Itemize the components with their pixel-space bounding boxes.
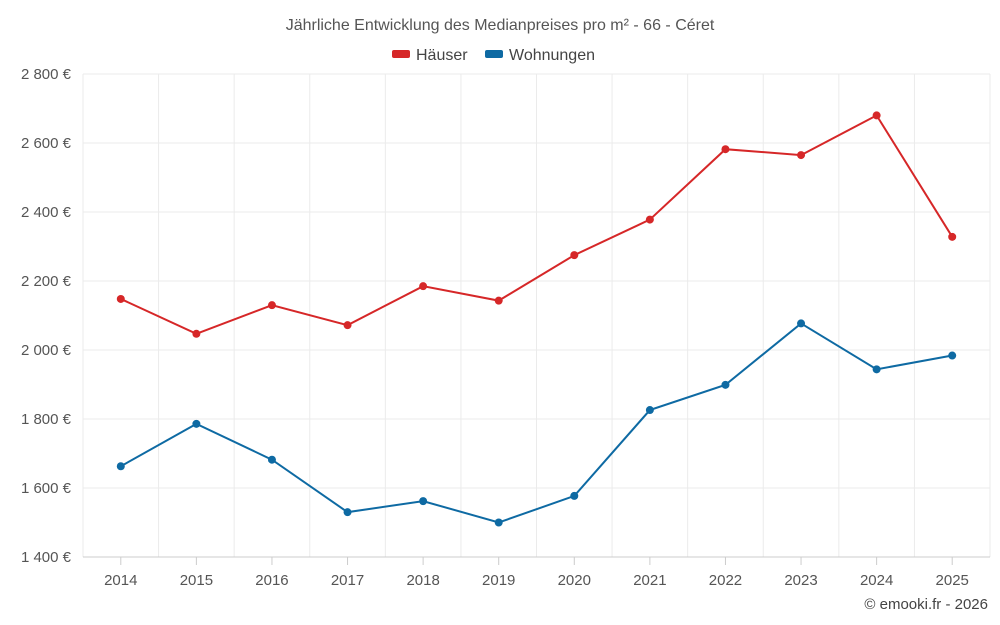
- data-point-wohnungen[interactable]: [872, 365, 881, 374]
- data-point-haeuser[interactable]: [192, 329, 201, 338]
- data-point-wohnungen[interactable]: [343, 508, 352, 517]
- legend-label-haeuser: Häuser: [416, 47, 468, 64]
- data-point-haeuser[interactable]: [797, 151, 806, 160]
- chart-title: Jährliche Entwicklung des Medianpreises …: [286, 17, 715, 34]
- x-tick-label: 2019: [482, 572, 515, 589]
- x-tick-label: 2020: [558, 572, 591, 589]
- axes: 1 400 € 1 600 € 1 800 € 2 000 € 2 200 € 2 400…: [21, 66, 990, 589]
- data-point-haeuser[interactable]: [419, 282, 428, 291]
- data-point-haeuser[interactable]: [872, 111, 881, 120]
- data-point-wohnungen[interactable]: [419, 497, 428, 506]
- data-point-haeuser[interactable]: [267, 301, 276, 310]
- data-point-wohnungen[interactable]: [797, 319, 806, 328]
- legend-label-wohnungen: Wohnungen: [509, 47, 595, 64]
- data-point-wohnungen[interactable]: [116, 462, 125, 471]
- x-tick-label: 2018: [406, 572, 439, 589]
- legend-swatch-wohnungen: [485, 50, 503, 58]
- series-line-wohnungen: [120, 322, 953, 524]
- x-tick-label: 2024: [860, 572, 893, 589]
- data-point-wohnungen[interactable]: [721, 380, 730, 389]
- x-tick-label: 2023: [784, 572, 817, 589]
- legend-swatch-haeuser: [392, 50, 410, 58]
- x-tick-label: 2015: [180, 572, 213, 589]
- y-tick-label: 2 800 €: [21, 66, 72, 83]
- data-point-haeuser[interactable]: [948, 232, 957, 241]
- y-tick-label: 2 400 €: [21, 204, 72, 221]
- data-point-wohnungen[interactable]: [494, 518, 503, 527]
- x-tick-label: 2017: [331, 572, 364, 589]
- data-point-haeuser[interactable]: [494, 296, 503, 305]
- y-tick-label: 1 800 €: [21, 411, 72, 428]
- data-point-wohnungen[interactable]: [645, 406, 654, 415]
- x-tick-label: 2014: [104, 572, 137, 589]
- x-tick-label: 2021: [633, 572, 666, 589]
- credit-text: © emooki.fr - 2026: [864, 596, 988, 613]
- y-tick-label: 2 200 €: [21, 273, 72, 290]
- legend: Häuser Wohnungen: [392, 47, 595, 64]
- y-tick-label: 1 400 €: [21, 549, 72, 566]
- data-point-wohnungen[interactable]: [948, 351, 957, 360]
- legend-item-haeuser[interactable]: Häuser: [392, 47, 468, 64]
- data-point-haeuser[interactable]: [645, 215, 654, 224]
- x-tick-label: 2022: [709, 572, 742, 589]
- data-point-wohnungen[interactable]: [192, 419, 201, 428]
- data-point-haeuser[interactable]: [721, 145, 730, 154]
- y-tick-label: 1 600 €: [21, 480, 72, 497]
- data-point-wohnungen[interactable]: [267, 455, 276, 464]
- data-point-haeuser[interactable]: [570, 251, 579, 260]
- x-tick-label: 2016: [255, 572, 288, 589]
- plot-area: [116, 111, 957, 527]
- y-tick-label: 2 600 €: [21, 135, 72, 152]
- data-point-wohnungen[interactable]: [570, 491, 579, 500]
- y-tick-label: 2 000 €: [21, 342, 72, 359]
- gridlines: [82, 73, 991, 557]
- legend-item-wohnungen[interactable]: Wohnungen: [485, 47, 595, 64]
- series-line-haeuser: [120, 114, 954, 335]
- x-tick-label: 2025: [936, 572, 969, 589]
- data-point-haeuser[interactable]: [116, 294, 125, 303]
- data-point-haeuser[interactable]: [343, 321, 352, 330]
